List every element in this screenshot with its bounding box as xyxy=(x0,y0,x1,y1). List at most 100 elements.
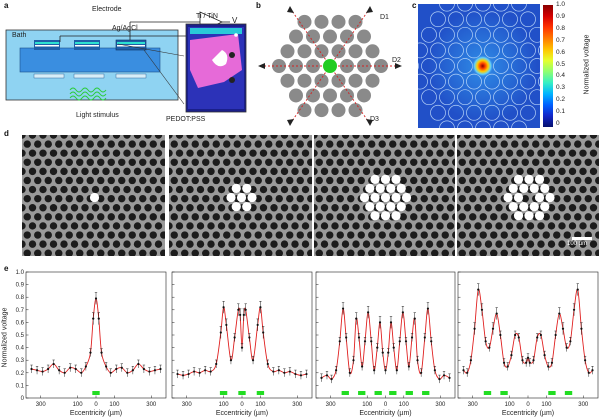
micrograph-hole xyxy=(233,176,241,185)
micrograph-hole xyxy=(352,240,360,248)
lit-pixel xyxy=(513,192,524,203)
micrograph-hole xyxy=(280,167,289,176)
micrograph-hole xyxy=(196,240,205,248)
micrograph-hole xyxy=(144,135,152,139)
data-point xyxy=(389,321,393,324)
micrograph-hole xyxy=(362,149,371,157)
micrograph-hole xyxy=(526,167,535,176)
lit-pixel xyxy=(529,201,539,212)
micrograph-hole xyxy=(170,249,178,256)
micrograph-array xyxy=(457,135,599,256)
micrograph-hole xyxy=(286,231,294,239)
hex-pixel xyxy=(297,73,312,88)
micrograph-hole xyxy=(118,231,126,239)
micrograph-hole xyxy=(76,231,84,239)
micrograph-hole xyxy=(196,222,205,230)
data-point xyxy=(63,371,66,374)
chip-body xyxy=(19,47,161,73)
panel-label-e: e xyxy=(4,264,9,273)
micrograph-hole xyxy=(484,149,493,157)
micrograph-hole xyxy=(154,149,163,157)
micrograph-hole xyxy=(553,176,561,185)
data-point xyxy=(94,297,98,300)
micrograph-hole xyxy=(212,249,220,256)
x-tick-label: 0 xyxy=(384,402,388,408)
micrograph-hole xyxy=(500,176,508,185)
micrograph-hole xyxy=(336,231,344,239)
micrograph-hole xyxy=(181,213,189,221)
micrograph-hole xyxy=(81,135,89,139)
micrograph-hole xyxy=(169,185,173,194)
micrograph-hole xyxy=(553,158,561,166)
lit-pixel xyxy=(391,192,401,203)
micrograph-hole xyxy=(410,249,418,256)
micrograph-hole xyxy=(563,140,571,148)
micrograph-hole xyxy=(49,185,58,194)
hex-pixel-array xyxy=(272,14,388,118)
data-point xyxy=(262,331,265,334)
micrograph-hole xyxy=(28,185,37,194)
micrograph-hole xyxy=(86,213,94,221)
x-tick-label: 100 xyxy=(73,402,84,408)
micrograph-hole xyxy=(44,194,52,203)
hex-pixel xyxy=(365,73,380,88)
voltage-heatmap xyxy=(418,4,540,128)
micrograph-hole xyxy=(254,176,262,185)
micrograph-hole xyxy=(128,231,136,239)
micrograph-hole xyxy=(320,185,329,194)
substrate-bar-2 xyxy=(73,73,105,79)
micrograph-hole xyxy=(568,185,577,194)
micrograph-hole xyxy=(249,135,257,139)
voltage-label: V xyxy=(232,16,238,25)
micrograph-hole xyxy=(128,194,136,203)
data-point xyxy=(558,312,561,315)
hex-pixel xyxy=(314,73,329,88)
micrograph-hole xyxy=(286,176,294,185)
data-point xyxy=(576,288,579,291)
data-point xyxy=(299,374,303,377)
micrograph-hole xyxy=(436,149,444,157)
micrograph-hole xyxy=(254,231,262,239)
micrograph-hole xyxy=(431,213,439,221)
micrograph-hole xyxy=(490,194,498,203)
micrograph-hole xyxy=(249,149,257,157)
micrograph-hole xyxy=(431,231,439,239)
micrograph-hole xyxy=(154,185,163,194)
micrograph-hole xyxy=(49,204,58,212)
data-point xyxy=(187,372,190,376)
micrograph-hole xyxy=(181,194,189,203)
lit-pixel xyxy=(380,192,391,203)
panel-label-c: c xyxy=(412,1,417,10)
data-point xyxy=(499,333,502,337)
data-point xyxy=(572,308,576,311)
micrograph-hole xyxy=(446,222,455,230)
micrograph-hole xyxy=(511,140,519,148)
micrograph-hole xyxy=(314,149,318,157)
micrograph-hole xyxy=(394,167,402,176)
micrograph-hole xyxy=(558,222,566,230)
data-point xyxy=(404,340,408,343)
lit-pixel xyxy=(375,183,385,194)
data-point xyxy=(407,365,411,368)
micrograph-hole xyxy=(383,222,392,230)
micrograph-hole xyxy=(102,240,110,248)
micrograph-hole xyxy=(102,149,110,157)
micrograph-hole xyxy=(331,240,339,248)
micrograph-hole xyxy=(362,240,371,248)
micrograph-hole xyxy=(249,167,257,176)
micrograph-hole xyxy=(139,158,147,166)
micrograph-hole xyxy=(175,240,184,248)
data-point xyxy=(115,367,118,371)
micrograph-hole xyxy=(362,167,371,176)
lit-pixel xyxy=(236,192,247,203)
micrograph-hole xyxy=(458,231,466,239)
micrograph-hole xyxy=(280,222,289,230)
data-point xyxy=(148,370,151,373)
micrograph-hole xyxy=(70,167,79,176)
micrograph-hole xyxy=(65,158,73,166)
micrograph-hole xyxy=(81,222,89,230)
micrograph-hole xyxy=(60,135,68,139)
hex-pixel xyxy=(348,73,363,88)
micrograph-hole xyxy=(217,204,226,212)
micrograph-hole xyxy=(452,195,455,203)
